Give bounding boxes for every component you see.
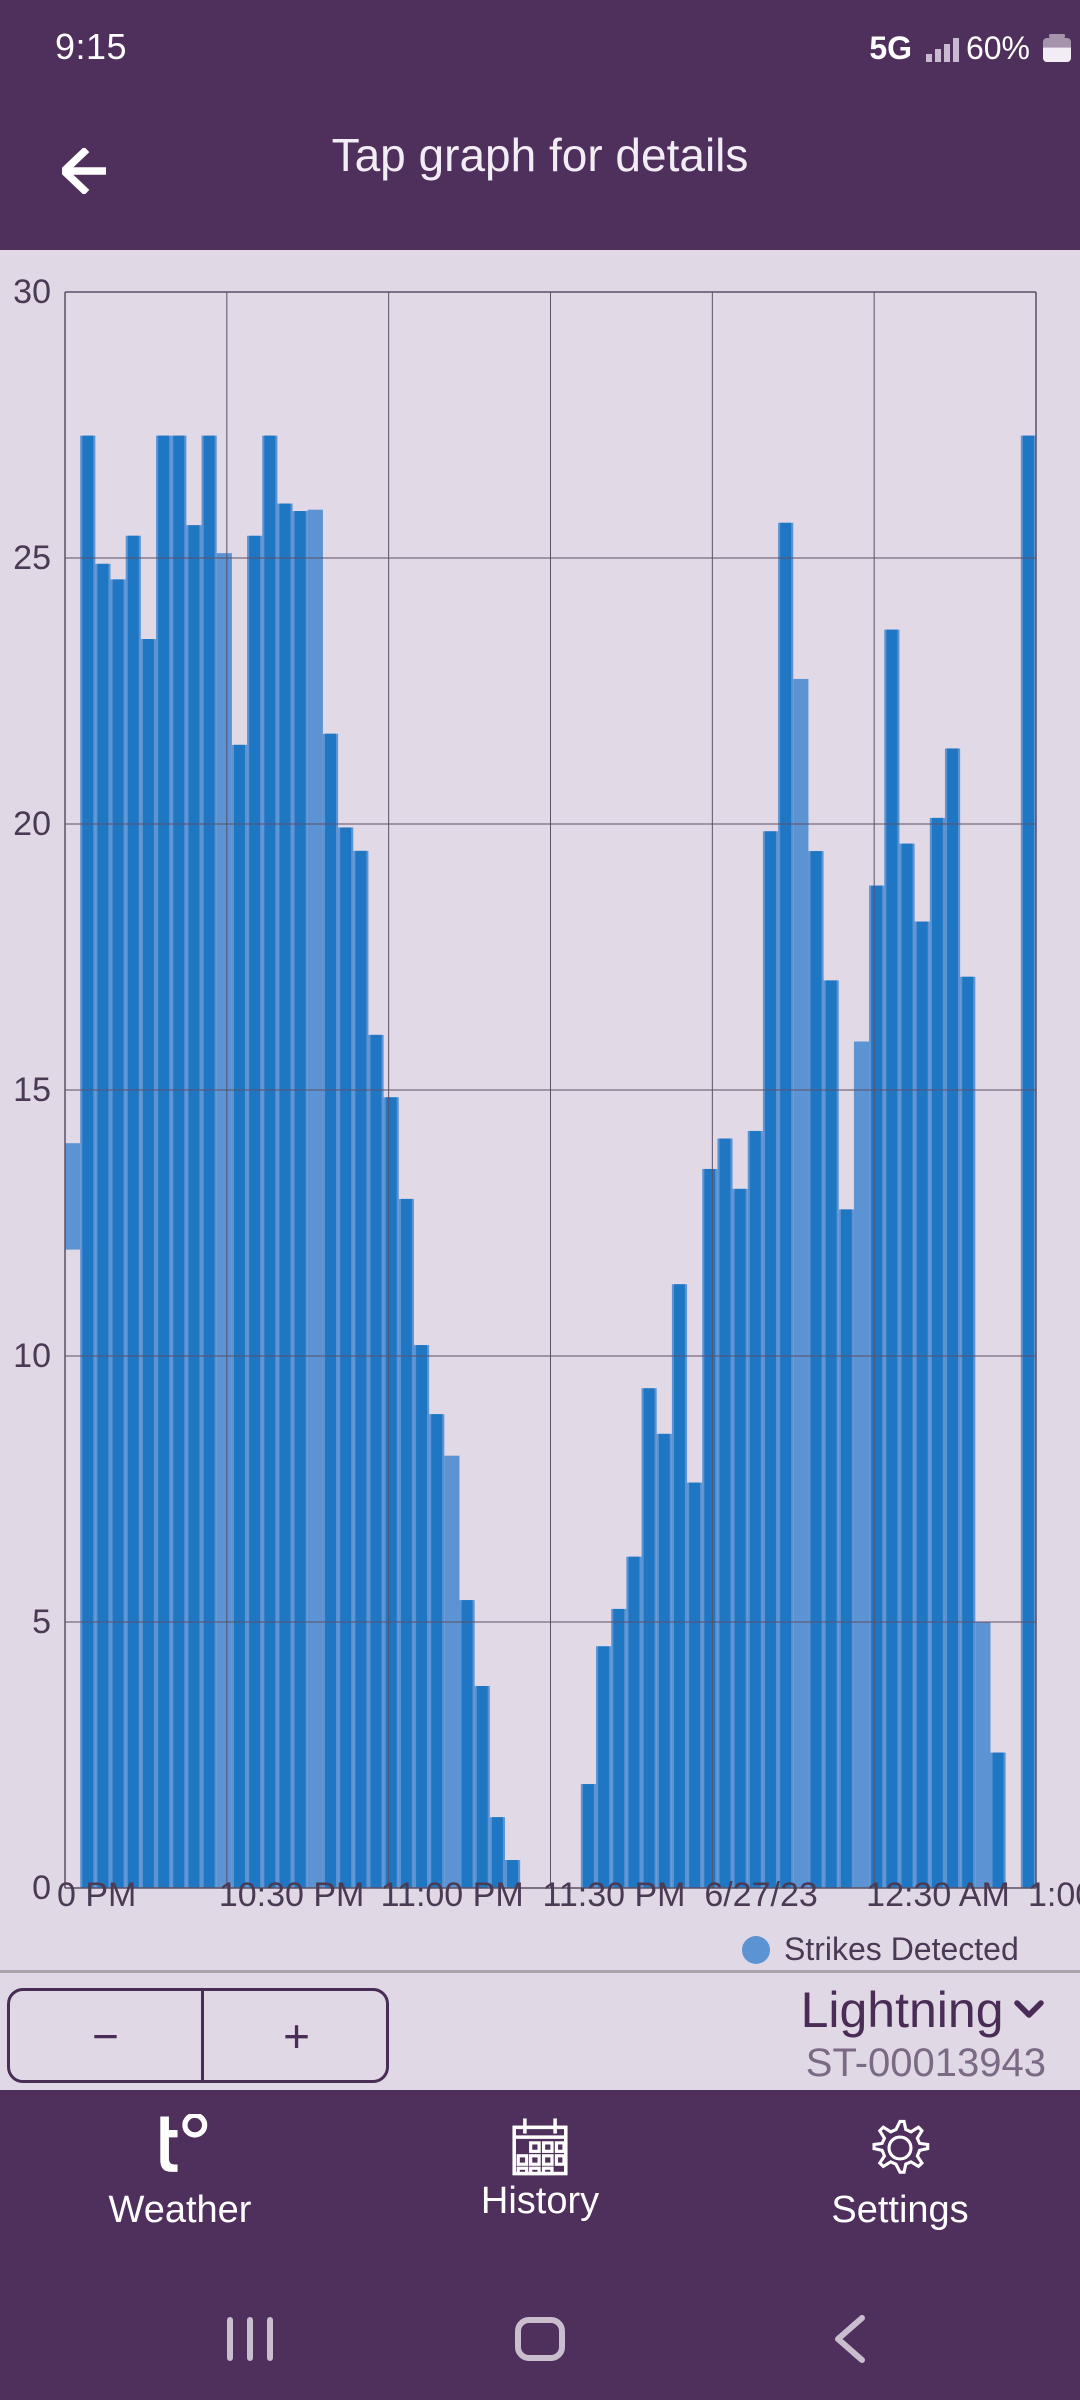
svg-text:15: 15 <box>13 1071 51 1109</box>
svg-text:11:00 PM: 11:00 PM <box>381 1876 524 1914</box>
svg-text:10: 10 <box>13 1337 51 1375</box>
svg-text:5: 5 <box>32 1603 51 1641</box>
svg-text:1:00: 1:00 <box>1028 1876 1080 1914</box>
svg-text:6/27/23: 6/27/23 <box>704 1876 817 1914</box>
svg-text:0 PM: 0 PM <box>57 1876 136 1914</box>
svg-text:Strikes Detected: Strikes Detected <box>784 1931 1019 1967</box>
svg-text:25: 25 <box>13 539 51 577</box>
svg-text:10:30 PM: 10:30 PM <box>219 1876 365 1914</box>
svg-text:30: 30 <box>13 273 51 311</box>
svg-text:20: 20 <box>13 805 51 843</box>
svg-text:12:30 AM: 12:30 AM <box>866 1876 1010 1914</box>
svg-text:11:30 PM: 11:30 PM <box>543 1876 686 1914</box>
svg-text:0: 0 <box>32 1869 51 1907</box>
